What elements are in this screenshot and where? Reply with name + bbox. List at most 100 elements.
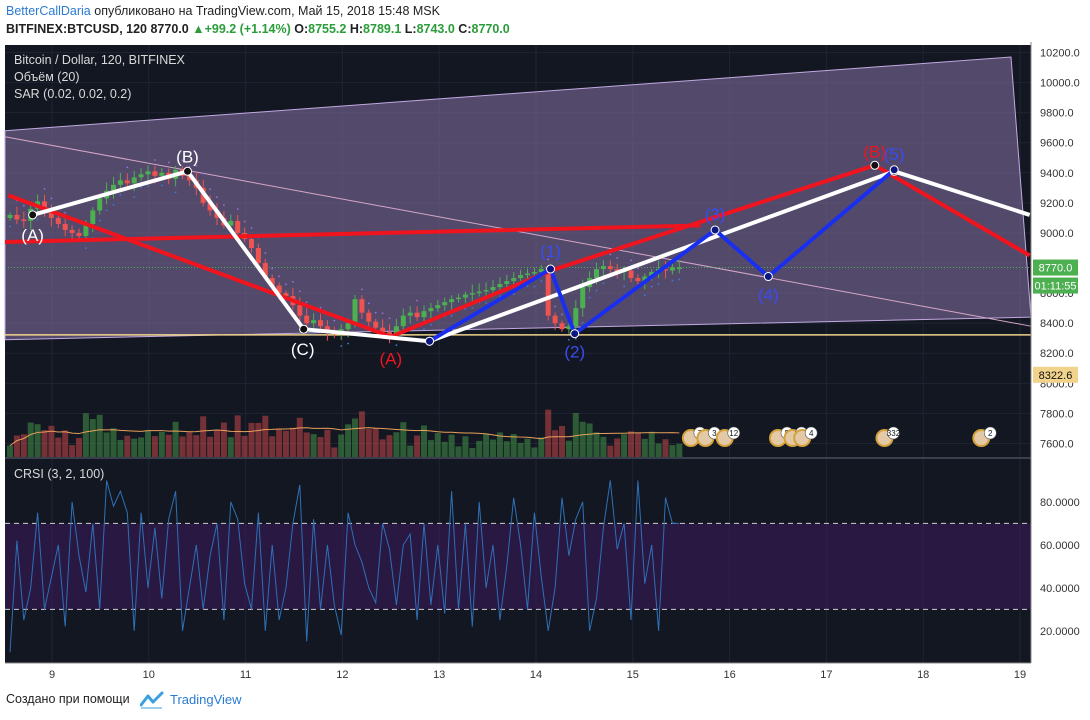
sar-dot (568, 338, 570, 341)
volume-bar (262, 415, 269, 457)
volume-bar (76, 437, 82, 457)
last-price: 8770.0 (150, 22, 189, 36)
volume-bar (220, 422, 227, 457)
author-link[interactable]: BetterCallDaria (6, 4, 91, 18)
candle-body (421, 311, 427, 318)
volume-bar (662, 439, 669, 457)
candle-body (525, 273, 530, 276)
candle-body (352, 299, 358, 324)
tradingview-logo-icon[interactable] (140, 690, 164, 710)
sar-dot (9, 225, 11, 228)
price-tag (1033, 366, 1078, 383)
volume-bar (269, 436, 276, 457)
sar-legend: SAR (0.02, 0.02, 0.2) (14, 87, 131, 101)
blue-wave-line (428, 168, 896, 343)
candle-body (255, 247, 261, 264)
time-tick-label: 19 (1014, 669, 1026, 681)
price-tick-label: 9800.0 (1040, 108, 1074, 120)
volume-bar (676, 443, 683, 457)
sar-dot (388, 317, 391, 320)
volume-bar (117, 439, 124, 457)
candle-body (48, 210, 54, 218)
time-axis-bg (0, 663, 1090, 684)
time-tick-label: 18 (917, 669, 929, 681)
sar-dot (167, 161, 170, 164)
volume-bar (179, 436, 186, 457)
price-tick-label: 10000.0 (1040, 78, 1080, 90)
sar-dot (561, 313, 563, 316)
candle-body (607, 266, 613, 270)
candle-body (483, 290, 489, 292)
candle-body (262, 263, 268, 279)
sar-dot (209, 188, 212, 191)
volume-bar (365, 428, 372, 457)
sar-dot (333, 319, 336, 322)
volume-bar (503, 441, 510, 457)
price-axis[interactable]: 7600.07800.08000.08200.08400.08600.08800… (1030, 42, 1090, 663)
time-axis[interactable]: 9 10 11 12 13 14 15 16 17 18 19 (0, 662, 1090, 684)
price-axis-bg (1031, 42, 1090, 663)
volume-bar (151, 436, 158, 457)
candle-body (117, 180, 123, 185)
sar-dot (430, 323, 432, 326)
sar-dot (533, 285, 536, 288)
crsi-tick-label: 60.0000 (1040, 540, 1080, 552)
event-count: 3 (712, 429, 717, 438)
volume-bars (7, 409, 683, 457)
sar-dot (154, 159, 156, 161)
volume-bar (372, 427, 379, 457)
volume-bar (593, 432, 600, 457)
volume-bar (7, 445, 13, 457)
white-wave-line (32, 169, 1031, 344)
volume-bar (386, 435, 393, 457)
sar-dot (98, 219, 101, 222)
time-tick-label: 11 (240, 669, 251, 681)
candle-body (235, 220, 241, 233)
candle-body (83, 223, 89, 236)
footer-brand-link[interactable]: TradingView (170, 692, 242, 707)
sar-dot (340, 345, 343, 347)
candle-body (111, 184, 116, 191)
close-value: 8770.0 (471, 22, 510, 36)
price-tag (1033, 259, 1078, 276)
high-label: H: (349, 22, 364, 36)
candle-body (476, 291, 482, 294)
candle-body (269, 278, 275, 286)
volume-bar (655, 443, 662, 457)
volume-bar (193, 435, 200, 457)
volume-bar (490, 439, 496, 457)
volume-bar (13, 435, 20, 457)
volume-bar (310, 434, 317, 457)
candle-body (407, 312, 413, 316)
event-flags[interactable]: 73125743322 (681, 426, 997, 447)
event-count-badge (983, 426, 997, 440)
chart-canvas[interactable]: (A)(B)(C)(A)(B)(1)(2)(3)(4)(5) 731257433… (0, 42, 1090, 684)
volume-bar (400, 422, 407, 457)
volume-bar (124, 435, 131, 457)
volume-bar (469, 448, 476, 457)
price-tag-text: 8322.6 (1039, 370, 1073, 382)
wave-label: (2) (564, 343, 585, 362)
candle-body (580, 287, 586, 309)
volume-bar (579, 421, 586, 457)
sar-dot (540, 280, 543, 282)
volume-bar (103, 432, 110, 457)
candle-body (676, 267, 682, 270)
candle-body (531, 272, 537, 274)
sar-dot (305, 301, 308, 304)
sar-dot (119, 193, 122, 196)
wave-label: (1) (540, 242, 561, 261)
volume-bar (248, 422, 255, 457)
sar-dot (671, 279, 674, 282)
candle-body (635, 278, 641, 282)
sar-dot (126, 166, 129, 169)
candle-body (124, 180, 130, 184)
volume-bar (207, 436, 214, 457)
candle-body (462, 294, 468, 298)
candle-body (511, 278, 517, 282)
price-tick-label: 9600.0 (1040, 138, 1074, 150)
volume-bar (41, 430, 48, 457)
red-wave-line (7, 163, 1031, 339)
volume-bar (200, 416, 207, 457)
volume-ma-line (9, 427, 680, 447)
